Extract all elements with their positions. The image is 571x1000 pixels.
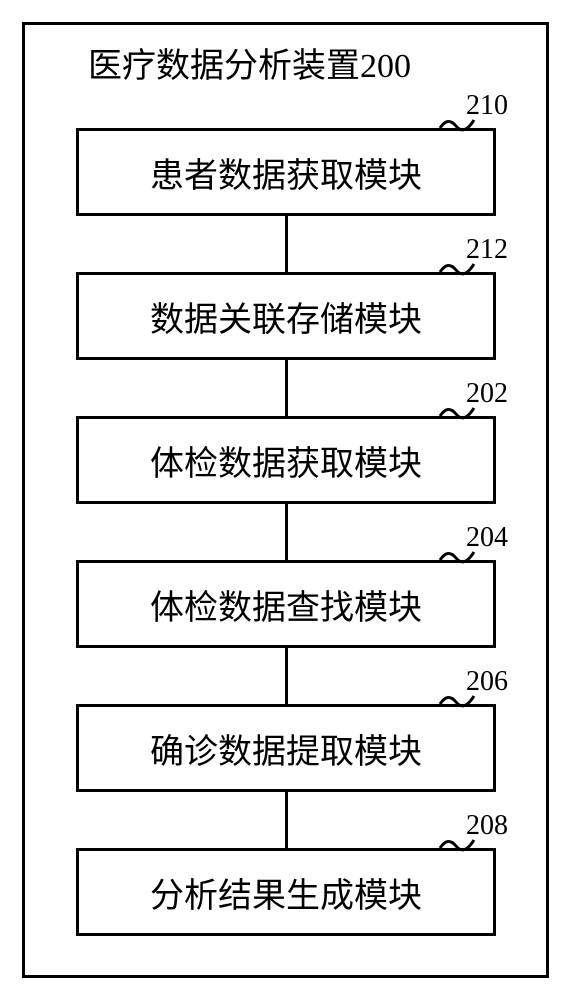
- label-squiggle-n5: [438, 690, 478, 712]
- module-box-n5: 确诊数据提取模块: [76, 704, 496, 792]
- module-text-n1: 患者数据获取模块: [150, 148, 422, 197]
- connector-n2-to-n3: [285, 360, 288, 416]
- module-box-n2: 数据关联存储模块: [76, 272, 496, 360]
- module-text-n6: 分析结果生成模块: [150, 868, 422, 917]
- diagram-title: 医疗数据分析装置200: [88, 38, 411, 87]
- label-squiggle-n6: [438, 834, 478, 856]
- module-box-n6: 分析结果生成模块: [76, 848, 496, 936]
- connector-n4-to-n5: [285, 648, 288, 704]
- connector-n1-to-n2: [285, 216, 288, 272]
- module-text-n2: 数据关联存储模块: [150, 292, 422, 341]
- module-box-n4: 体检数据查找模块: [76, 560, 496, 648]
- module-text-n3: 体检数据获取模块: [150, 436, 422, 485]
- label-squiggle-n1: [438, 114, 478, 136]
- label-squiggle-n4: [438, 546, 478, 568]
- connector-n5-to-n6: [285, 792, 288, 848]
- connector-n3-to-n4: [285, 504, 288, 560]
- label-squiggle-n2: [438, 258, 478, 280]
- module-text-n5: 确诊数据提取模块: [150, 724, 422, 773]
- module-box-n1: 患者数据获取模块: [76, 128, 496, 216]
- module-box-n3: 体检数据获取模块: [76, 416, 496, 504]
- module-text-n4: 体检数据查找模块: [150, 580, 422, 629]
- label-squiggle-n3: [438, 402, 478, 424]
